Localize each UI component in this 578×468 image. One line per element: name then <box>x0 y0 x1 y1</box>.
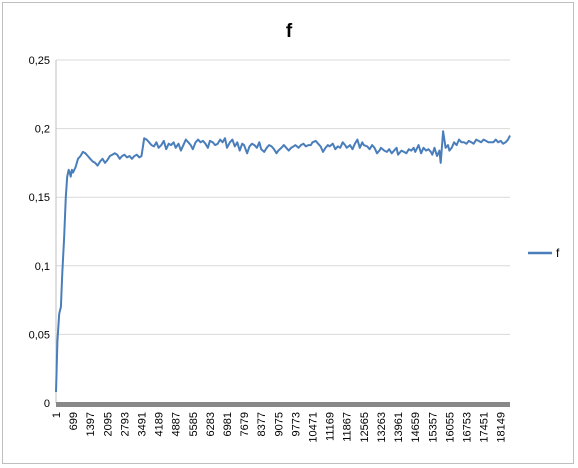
x-tick-label: 15357 <box>427 412 439 443</box>
x-tick-label: 10471 <box>308 412 320 443</box>
x-tick-label: 9075 <box>273 412 285 436</box>
x-tick-label: 16055 <box>444 412 456 443</box>
x-tick-label: 9773 <box>290 412 302 436</box>
y-tick-label: 0,1 <box>35 261 50 273</box>
x-tick-label: 7679 <box>239 412 251 436</box>
x-tick-label: 2095 <box>102 412 114 436</box>
y-tick-label: 0,2 <box>35 124 50 136</box>
series-line-f <box>55 130 511 393</box>
y-tick-label: 0,15 <box>29 192 50 204</box>
x-tick-label: 699 <box>68 412 80 430</box>
x-tick-label: 14659 <box>410 412 422 443</box>
x-tick-label: 1 <box>51 412 63 418</box>
y-tick-label: 0 <box>44 398 50 410</box>
x-tick-label: 8377 <box>256 412 268 436</box>
x-tick-label: 5585 <box>188 412 200 436</box>
gridlines <box>56 59 510 335</box>
x-tick-label: 12565 <box>359 412 371 443</box>
x-tick-label: 2793 <box>119 412 131 436</box>
chart-frame <box>2 2 574 464</box>
chart-title: f <box>286 21 293 42</box>
x-axis: 1 699 1397 2095 2793 3491 4189 4887 5585 6283 6981… <box>51 402 510 443</box>
x-tick-label: 1397 <box>85 412 97 436</box>
x-tick-label: 6283 <box>205 412 217 436</box>
x-tick-label: 17451 <box>479 412 491 443</box>
x-tick-label: 18149 <box>496 412 508 443</box>
y-axis: 0 0,05 0,1 0,15 0,2 0,25 <box>29 55 57 410</box>
series-layer <box>55 130 511 393</box>
x-tick-label: 11867 <box>342 412 354 442</box>
x-tick-label: 6981 <box>222 412 234 436</box>
legend-label-f: f <box>556 246 560 260</box>
legend: f <box>528 246 560 260</box>
x-axis-line <box>56 402 510 407</box>
x-tick-label: 11169 <box>325 412 337 441</box>
y-tick-label: 0,25 <box>29 55 50 67</box>
x-tick-label: 16753 <box>461 412 473 443</box>
x-tick-label: 13263 <box>376 412 388 443</box>
x-tick-label: 13961 <box>393 412 405 443</box>
x-tick-label: 4189 <box>154 412 166 436</box>
x-tick-label: 4887 <box>171 412 183 436</box>
y-tick-label: 0,05 <box>29 329 50 341</box>
x-tick-label: 3491 <box>137 412 149 436</box>
